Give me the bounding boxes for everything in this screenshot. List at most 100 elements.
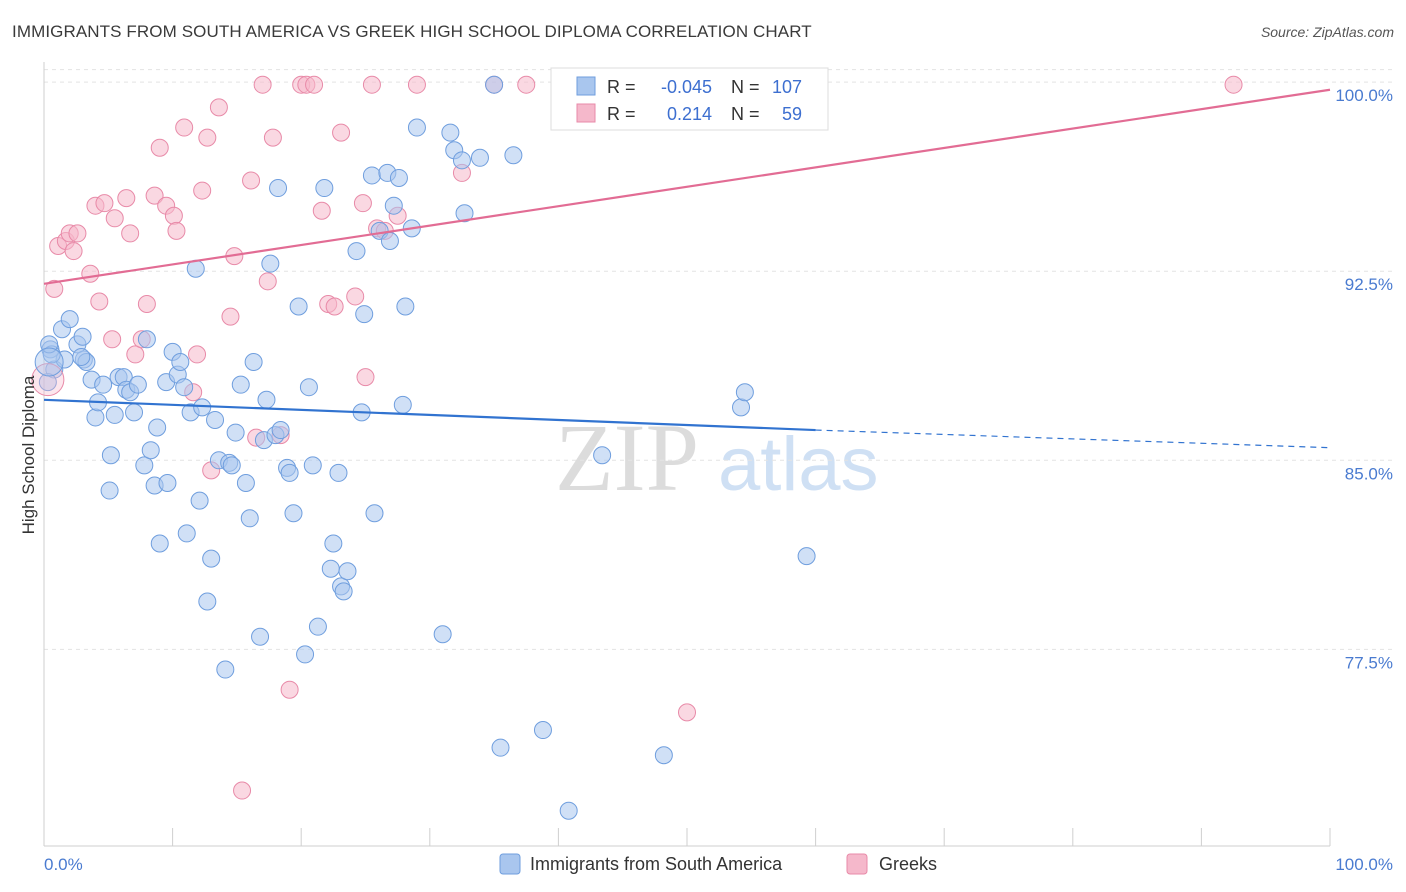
south-america-point (407, 118, 426, 137)
legend-blue-n-value: 107 (772, 77, 802, 97)
south-america-point (177, 524, 196, 543)
south-america-point (135, 456, 154, 475)
greeks-point (121, 224, 140, 243)
axis-ticks: 77.5% 85.0% 92.5% 100.0% 0.0% 100.0% (44, 86, 1393, 874)
south-america-point (280, 463, 299, 482)
south-america-point (193, 398, 212, 417)
south-america-point (389, 168, 408, 187)
south-america-point (559, 801, 578, 820)
south-america-point (396, 297, 415, 316)
greeks-point (678, 703, 696, 722)
south-america-point (175, 378, 194, 397)
greeks-point (126, 345, 145, 364)
south-america-point (240, 509, 259, 528)
data-points (31, 75, 1243, 820)
south-america-point (251, 627, 270, 646)
legend-pink-r-value: 0.214 (667, 104, 712, 124)
legend-blue-r-label: R = (607, 77, 636, 97)
greeks-point (263, 128, 282, 147)
greeks-point (95, 194, 114, 213)
south-america-point (257, 390, 276, 409)
legend-blue-r-value: -0.045 (661, 77, 712, 97)
watermark-atlas: atlas (718, 422, 879, 507)
greeks-point (81, 264, 100, 283)
bottom-legend-swatch-blue (499, 853, 521, 875)
south-america-point (216, 660, 235, 679)
x-tick-label-end: 100.0% (1335, 855, 1393, 874)
south-america-trend-extension (815, 429, 1331, 449)
bottom-legend-swatch-pink (846, 853, 868, 875)
y-tick-label: 85.0% (1345, 464, 1393, 483)
greeks-point (193, 181, 212, 200)
greeks-point (167, 221, 186, 240)
south-america-point (362, 166, 381, 185)
greeks-point (64, 242, 83, 261)
x-tick-label-start: 0.0% (44, 855, 83, 874)
south-america-point (231, 375, 250, 394)
greeks-point (312, 201, 331, 220)
south-america-point (105, 405, 124, 424)
south-america-point (470, 148, 489, 167)
greeks-point (145, 186, 164, 205)
south-america-point (485, 75, 504, 94)
south-america-point (271, 421, 290, 440)
chart-title: IMMIGRANTS FROM SOUTH AMERICA VS GREEK H… (12, 22, 812, 41)
trend-lines (43, 88, 1331, 449)
south-america-point (452, 151, 471, 170)
south-america-point (101, 446, 120, 465)
greeks-point (362, 75, 381, 94)
greeks-point (517, 75, 536, 94)
south-america-point (73, 327, 92, 346)
south-america-point (141, 441, 160, 460)
south-america-trend-line (43, 398, 816, 432)
south-america-point (334, 582, 353, 601)
greeks-point (150, 138, 169, 157)
south-america-point (393, 395, 412, 414)
south-america-point (261, 254, 280, 273)
south-america-point (593, 446, 612, 465)
greeks-point (137, 295, 156, 314)
south-america-point (324, 534, 343, 553)
greeks-point (325, 297, 344, 316)
y-tick-label: 100.0% (1335, 86, 1393, 105)
greeks-point (68, 224, 87, 243)
south-america-point (226, 423, 245, 442)
greeks-point (407, 75, 426, 94)
greeks-point (332, 123, 351, 142)
south-america-point (171, 352, 190, 371)
greeks-point (353, 194, 372, 213)
y-tick-label: 77.5% (1345, 653, 1393, 672)
greeks-point (105, 209, 124, 228)
legend-swatch-pink (576, 103, 596, 123)
south-america-point (491, 738, 510, 757)
south-america-point (365, 504, 384, 523)
south-america-point (198, 592, 217, 611)
legend-pink-r-label: R = (607, 104, 636, 124)
south-america-point (34, 347, 64, 377)
south-america-point (296, 645, 315, 664)
south-america-point (269, 179, 288, 198)
greeks-point (233, 781, 252, 800)
greeks-point (164, 206, 183, 225)
south-america-point (338, 562, 357, 581)
greeks-point (1224, 75, 1243, 94)
y-axis-label: High School Diploma (19, 375, 38, 534)
south-america-point (654, 746, 673, 765)
greeks-point (175, 118, 194, 137)
greeks-point (188, 345, 207, 364)
south-america-point (38, 373, 57, 392)
greeks-point (346, 287, 365, 306)
legend-blue-n-label: N = (731, 77, 760, 97)
south-america-point (299, 378, 318, 397)
greeks-point (90, 292, 109, 311)
south-america-point (380, 231, 399, 250)
greeks-point (356, 368, 375, 387)
series-legend: Immigrants from South America Greeks (499, 853, 937, 875)
south-america-point (150, 534, 169, 553)
south-america-point (190, 491, 209, 510)
south-america-point (321, 559, 340, 578)
legend-swatch-blue (576, 76, 596, 96)
south-america-point (308, 617, 327, 636)
south-america-point (797, 547, 816, 566)
greeks-point (31, 363, 65, 397)
